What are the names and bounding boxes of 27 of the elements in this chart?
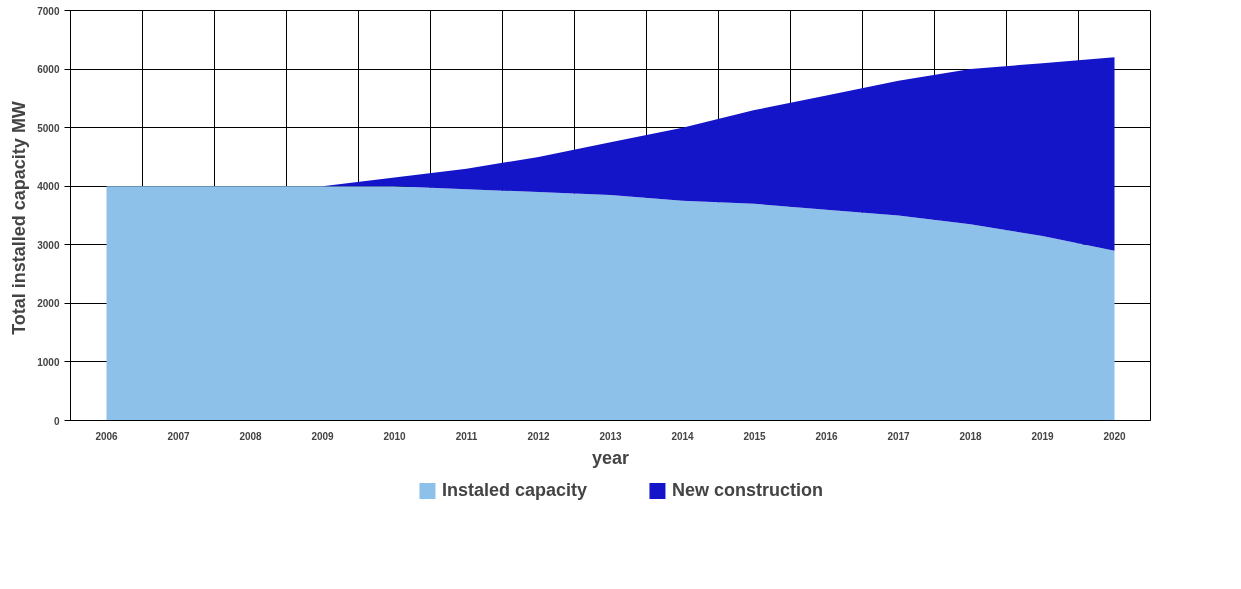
x-tick-label: 2017 — [887, 430, 911, 442]
y-tick-label: 4000 — [37, 181, 60, 193]
x-tick-label: 2011 — [455, 430, 478, 442]
y-tick-label: 5000 — [37, 122, 60, 134]
x-tick-label: 2013 — [599, 430, 623, 442]
x-tick-label: 2006 — [95, 430, 119, 442]
x-tick-label: 2009 — [311, 430, 335, 442]
x-tick-label: 2016 — [815, 430, 839, 442]
x-tick-label: 2008 — [239, 430, 263, 442]
y-tick-label: 2000 — [37, 298, 60, 310]
y-tick-label: 3000 — [37, 239, 60, 251]
x-tick-label: 2014 — [671, 430, 695, 442]
legend-label: New construction — [672, 479, 824, 501]
x-tick-label: 2018 — [959, 430, 983, 442]
y-tick-label: 7000 — [37, 5, 60, 17]
y-tick-label: 6000 — [37, 64, 60, 76]
y-tick-label: 0 — [53, 415, 60, 427]
x-tick-label: 2007 — [167, 430, 191, 442]
x-tick-label: 2015 — [743, 430, 767, 442]
x-axis-title: year — [591, 447, 630, 468]
x-tick-label: 2012 — [527, 430, 551, 442]
x-tick-label: 2020 — [1103, 430, 1127, 442]
x-tick-label: 2019 — [1031, 430, 1055, 442]
x-tick-label: 2010 — [383, 430, 407, 442]
y-axis-title: Total installed capacity MW — [9, 101, 30, 335]
legend-label: Instaled capacity — [441, 479, 588, 501]
y-tick-label: 1000 — [37, 356, 60, 368]
